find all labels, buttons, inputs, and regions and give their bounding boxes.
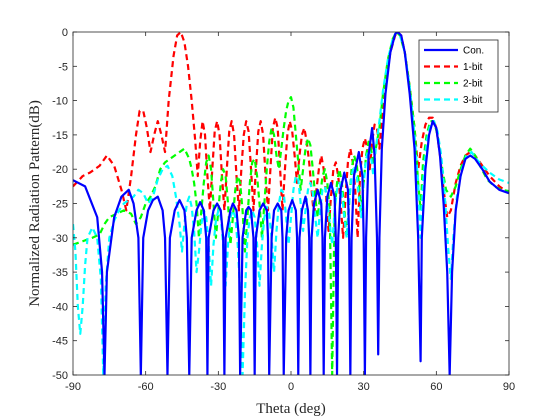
y-tick-label: -35: [52, 267, 68, 279]
y-tick-label: -50: [52, 370, 68, 382]
y-tick-label: -15: [52, 130, 68, 142]
x-tick-label: 30: [358, 381, 370, 393]
y-tick-label: -10: [52, 96, 68, 108]
legend-label: 3-bit: [463, 95, 483, 106]
y-tick-label: -25: [52, 199, 68, 211]
y-tick-label: -5: [58, 61, 68, 73]
series-line-4: [73, 32, 509, 375]
y-tick-label: 0: [62, 27, 68, 39]
x-tick-label: 90: [503, 381, 515, 393]
x-tick-label: 60: [430, 381, 442, 393]
ticks-layer: -90 -60 -30 0 30 60 90 0 -5 -10 -15 -20 -25 -30 -35 -40…: [52, 27, 515, 393]
y-tick-label: -30: [52, 233, 68, 245]
x-tick-label: -30: [210, 381, 226, 393]
x-tick-label: -60: [138, 381, 154, 393]
y-tick-label: -20: [52, 164, 68, 176]
legend-box: [418, 39, 499, 113]
series-layer: [73, 32, 509, 375]
legend: Con. 1-bit 2-bit 3-bit: [418, 39, 499, 113]
x-tick-label: 0: [288, 381, 294, 393]
y-tick-label: -45: [52, 336, 68, 348]
series-line-1: [73, 32, 509, 375]
x-tick-label: -90: [65, 381, 81, 393]
legend-label: 2-bit: [463, 79, 483, 90]
y-tick-label: -40: [52, 301, 68, 313]
y-axis-label: Normalized Radiation Pattern(dB): [27, 100, 43, 307]
legend-label: Con.: [463, 46, 484, 57]
legend-label: 1-bit: [463, 62, 483, 73]
plot-frame: [72, 31, 510, 376]
x-axis-label: Theta (deg): [256, 401, 326, 417]
